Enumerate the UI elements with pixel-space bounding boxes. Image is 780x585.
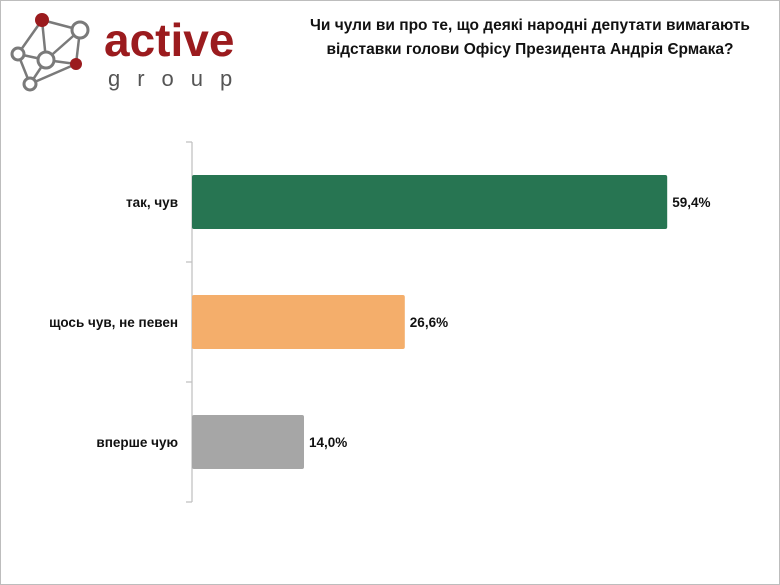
bar bbox=[192, 175, 668, 229]
value-label: 26,6% bbox=[410, 315, 448, 330]
category-label: так, чув bbox=[126, 195, 178, 210]
brand-word: active bbox=[104, 14, 234, 66]
value-label: 59,4% bbox=[672, 195, 710, 210]
active-group-logo: active group bbox=[10, 13, 249, 92]
bar bbox=[192, 415, 304, 469]
value-label: 14,0% bbox=[309, 435, 347, 450]
network-icon bbox=[10, 13, 90, 92]
brand-sub: group bbox=[108, 66, 249, 91]
category-label: вперше чую bbox=[96, 435, 178, 450]
chart-title: Чи чули ви про те, що деякі народні депу… bbox=[310, 17, 750, 58]
bar bbox=[192, 295, 405, 349]
category-label: щось чув, не певен bbox=[49, 315, 178, 330]
